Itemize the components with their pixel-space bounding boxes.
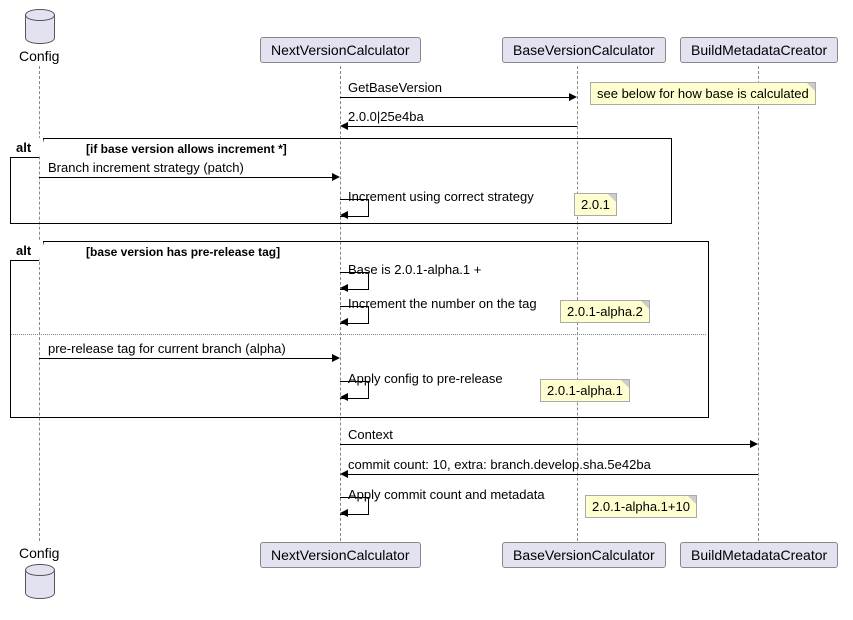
alt-label-1: alt bbox=[10, 138, 44, 158]
arrowhead-m4 bbox=[340, 211, 348, 219]
config-label-bottom: Config bbox=[19, 545, 59, 561]
note-base-calc: see below for how base is calculated bbox=[590, 82, 816, 105]
sequence-diagram: Config NextVersionCalculator BaseVersion… bbox=[0, 0, 853, 620]
arrowhead-m11 bbox=[340, 509, 348, 517]
msg-m8: Apply config to pre-release bbox=[348, 371, 503, 386]
arrowhead-m2 bbox=[340, 122, 348, 130]
msg-getbaseversion: GetBaseVersion bbox=[348, 80, 442, 95]
participant-nvc-bottom: NextVersionCalculator bbox=[260, 542, 421, 568]
participant-bvc-bottom: BaseVersionCalculator bbox=[502, 542, 666, 568]
arrowhead-m3 bbox=[332, 173, 340, 181]
config-label-top: Config bbox=[19, 48, 59, 64]
arrow-m2 bbox=[348, 126, 577, 127]
config-db-icon bbox=[25, 10, 55, 44]
arrow-m1 bbox=[340, 97, 569, 98]
arrowhead-m6 bbox=[340, 318, 348, 326]
arrow-m10 bbox=[348, 474, 758, 475]
msg-m9: Context bbox=[348, 427, 393, 442]
msg-m6: Increment the number on the tag bbox=[348, 296, 537, 311]
note-n2: 2.0.1 bbox=[574, 193, 617, 216]
note-n5: 2.0.1-alpha.1+10 bbox=[585, 495, 697, 518]
participant-nvc-top: NextVersionCalculator bbox=[260, 37, 421, 63]
msg-m3: Branch increment strategy (patch) bbox=[48, 160, 244, 175]
msg-m10: commit count: 10, extra: branch.develop.… bbox=[348, 457, 651, 472]
arrow-m9 bbox=[340, 444, 750, 445]
alt-guard-2a: [base version has pre-release tag] bbox=[86, 245, 280, 259]
config-db-icon-bottom bbox=[25, 565, 55, 599]
lifeline-bmc bbox=[758, 66, 759, 541]
msg-m11: Apply commit count and metadata bbox=[348, 487, 545, 502]
arrowhead-m9 bbox=[750, 440, 758, 448]
arrow-m3 bbox=[39, 177, 332, 178]
alt-label-2: alt bbox=[10, 241, 44, 261]
msg-m4: Increment using correct strategy bbox=[348, 189, 534, 204]
participant-bmc-top: BuildMetadataCreator bbox=[680, 37, 838, 63]
msg-m2: 2.0.0|25e4ba bbox=[348, 109, 424, 124]
msg-m7: pre-release tag for current branch (alph… bbox=[48, 341, 286, 356]
note-n3: 2.0.1-alpha.2 bbox=[560, 300, 650, 323]
note-n4: 2.0.1-alpha.1 bbox=[540, 379, 630, 402]
participant-bmc-bottom: BuildMetadataCreator bbox=[680, 542, 838, 568]
arrowhead-m8 bbox=[340, 393, 348, 401]
alt-guard-1: [if base version allows increment *] bbox=[86, 142, 287, 156]
arrowhead-m7 bbox=[332, 354, 340, 362]
alt2-divider bbox=[11, 334, 706, 335]
arrowhead-m10 bbox=[340, 470, 348, 478]
arrowhead-m1 bbox=[569, 93, 577, 101]
arrow-m7 bbox=[39, 358, 332, 359]
participant-bvc-top: BaseVersionCalculator bbox=[502, 37, 666, 63]
arrowhead-m5 bbox=[340, 284, 348, 292]
